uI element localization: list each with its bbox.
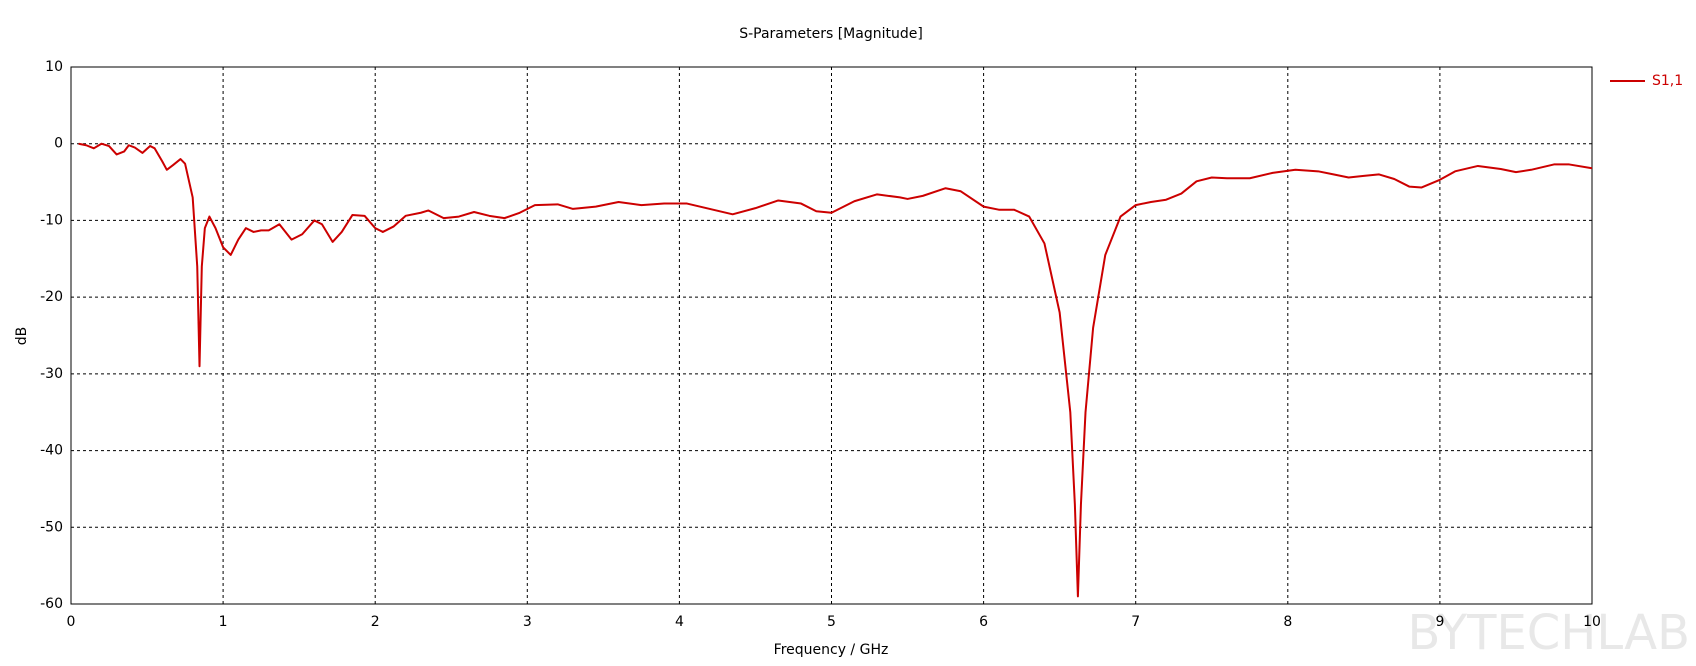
x-tick-label: 2	[371, 614, 380, 630]
legend-label: S1,1	[1652, 73, 1683, 89]
y-tick-label: 10	[45, 59, 63, 75]
y-axis-label: dB	[14, 327, 30, 346]
watermark: BYTECHLAB	[1408, 605, 1691, 661]
x-tick-label: 6	[979, 614, 988, 630]
x-tick-label: 9	[1435, 614, 1444, 630]
x-axis-label: Frequency / GHz	[774, 642, 889, 658]
x-tick-label: 7	[1131, 614, 1140, 630]
x-tick-label: 8	[1283, 614, 1292, 630]
line-series	[78, 142, 1593, 598]
x-tick-label: 4	[675, 614, 684, 630]
y-tick-label: -30	[40, 366, 63, 382]
x-tick-label: 1	[219, 614, 228, 630]
y-tick-label: -10	[40, 212, 63, 228]
y-tick-label: 0	[54, 136, 63, 152]
y-tick-label: -20	[40, 289, 63, 305]
x-tick-label: 10	[1583, 614, 1601, 630]
y-tick-label: -50	[40, 519, 63, 535]
x-tick-label: 0	[67, 614, 76, 630]
x-tick-label: 5	[827, 614, 836, 630]
y-tick-label: -40	[40, 443, 63, 459]
y-tick-label: -60	[40, 596, 63, 612]
x-tick-label: 3	[523, 614, 532, 630]
chart-title: S-Parameters [Magnitude]	[739, 26, 923, 42]
